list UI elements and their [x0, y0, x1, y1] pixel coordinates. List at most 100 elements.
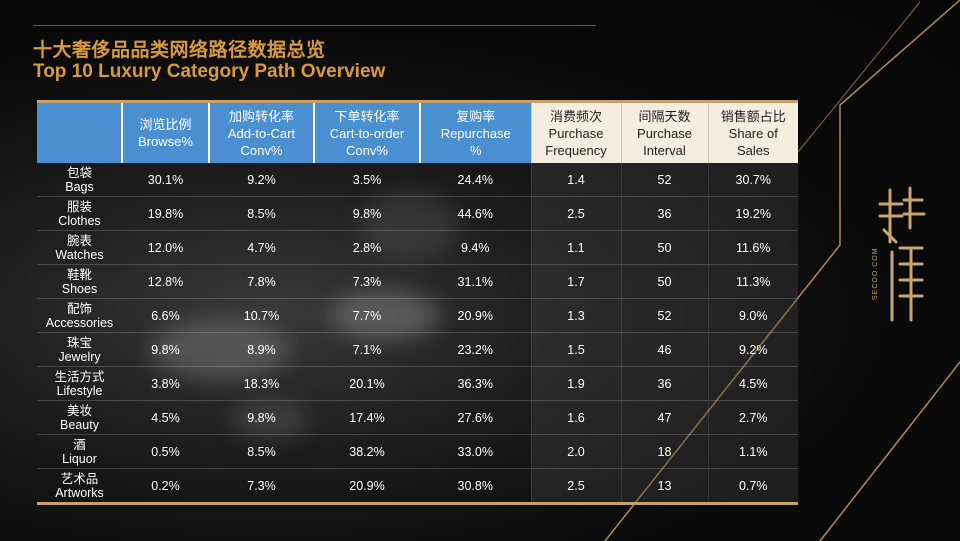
cell-cart-to-order: 38.2% — [314, 434, 420, 469]
header-frequency: 消费频次 Purchase Frequency — [530, 101, 621, 163]
cell-share: 30.7% — [707, 163, 798, 197]
table-row: 腕表 Watches 12.0% 4.7% 2.8% 9.4% 1.1 50 11.6% — [37, 230, 798, 265]
header-add-to-cart: 加购转化率 Add-to-Cart Conv% — [208, 101, 314, 163]
category-name-cn: 美妆 — [66, 403, 92, 418]
header-category — [37, 101, 122, 163]
table-row: 鞋靴 Shoes 12.8% 7.8% 7.3% 31.1% 1.7 50 11.3% — [37, 264, 798, 299]
cell-repurchase: 33.0% — [420, 434, 531, 469]
cell-interval: 50 — [620, 264, 708, 299]
category-name-en: Watches — [55, 247, 104, 262]
cell-category: 包袋 Bags — [37, 163, 122, 197]
table-row: 酒 Liquor 0.5% 8.5% 38.2% 33.0% 2.0 18 1.1% — [37, 434, 798, 469]
cell-category: 酒 Liquor — [37, 434, 122, 469]
cell-add-to-cart: 7.3% — [209, 468, 314, 505]
cell-interval: 13 — [620, 468, 708, 505]
table-row: 珠宝 Jewelry 9.8% 8.9% 7.1% 23.2% 1.5 46 9.2% — [37, 332, 798, 367]
cell-frequency: 1.3 — [530, 298, 621, 333]
cell-add-to-cart: 9.8% — [209, 400, 314, 435]
category-name-en: Artworks — [55, 485, 104, 500]
cell-cart-to-order: 7.7% — [314, 298, 420, 333]
cell-repurchase: 30.8% — [420, 468, 531, 505]
cell-share: 2.7% — [707, 400, 798, 435]
cell-add-to-cart: 8.5% — [209, 196, 314, 231]
cell-frequency: 1.5 — [530, 332, 621, 367]
cell-browse: 19.8% — [122, 196, 209, 231]
category-name-en: Clothes — [58, 213, 101, 228]
category-name-cn: 腕表 — [66, 233, 92, 248]
cell-frequency: 1.1 — [530, 230, 621, 265]
cell-share: 0.7% — [707, 468, 798, 505]
cell-category: 配饰 Accessories — [37, 298, 122, 333]
table-row: 服装 Clothes 19.8% 8.5% 9.8% 44.6% 2.5 36 19.2% — [37, 196, 798, 231]
cell-cart-to-order: 9.8% — [314, 196, 420, 231]
table-row: 包袋 Bags 30.1% 9.2% 3.5% 24.4% 1.4 52 30.7% — [37, 163, 798, 197]
cell-browse: 30.1% — [122, 163, 209, 197]
cell-browse: 3.8% — [122, 366, 209, 401]
cell-category: 腕表 Watches — [37, 230, 122, 265]
cell-share: 4.5% — [707, 366, 798, 401]
cell-share: 11.6% — [707, 230, 798, 265]
header-cart-to-order: 下单转化率 Cart-to-order Conv% — [313, 101, 420, 163]
category-name-cn: 艺术品 — [60, 471, 99, 486]
cell-cart-to-order: 20.1% — [314, 366, 420, 401]
page-title-en: Top 10 Luxury Category Path Overview — [33, 61, 386, 82]
page-title-cn: 十大奢侈品品类网络路径数据总览 — [33, 40, 326, 61]
table-row: 艺术品 Artworks 0.2% 7.3% 20.9% 30.8% 2.5 13 0.7% — [37, 468, 798, 505]
cell-cart-to-order: 7.1% — [314, 332, 420, 367]
header-interval: 间隔天数 Purchase Interval — [620, 101, 708, 163]
cell-frequency: 2.5 — [530, 196, 621, 231]
cell-interval: 46 — [620, 332, 708, 367]
table-row: 美妆 Beauty 4.5% 9.8% 17.4% 27.6% 1.6 47 2.7% — [37, 400, 798, 435]
cell-add-to-cart: 8.5% — [209, 434, 314, 469]
cell-browse: 9.8% — [122, 332, 209, 367]
cell-repurchase: 24.4% — [420, 163, 531, 197]
cell-cart-to-order: 20.9% — [314, 468, 420, 505]
cell-share: 1.1% — [707, 434, 798, 469]
cell-interval: 36 — [620, 196, 708, 231]
category-name-cn: 包袋 — [66, 165, 92, 180]
cell-add-to-cart: 7.8% — [209, 264, 314, 299]
category-name-cn: 服装 — [66, 199, 92, 214]
cell-add-to-cart: 18.3% — [209, 366, 314, 401]
cell-browse: 12.0% — [122, 230, 209, 265]
header-repurchase: 复购率 Repurchase% — [419, 101, 531, 163]
cell-add-to-cart: 8.9% — [209, 332, 314, 367]
cell-add-to-cart: 9.2% — [209, 163, 314, 197]
cell-repurchase: 20.9% — [420, 298, 531, 333]
cell-frequency: 2.5 — [530, 468, 621, 505]
cell-frequency: 1.7 — [530, 264, 621, 299]
cell-category: 服装 Clothes — [37, 196, 122, 231]
cell-interval: 18 — [620, 434, 708, 469]
category-name-cn: 生活方式 — [54, 369, 105, 384]
cell-cart-to-order: 7.3% — [314, 264, 420, 299]
cell-interval: 36 — [620, 366, 708, 401]
category-name-cn: 鞋靴 — [66, 267, 92, 282]
cell-category: 珠宝 Jewelry — [37, 332, 122, 367]
category-name-en: Shoes — [61, 281, 98, 296]
category-name-en: Liquor — [62, 451, 97, 466]
category-name-en: Accessories — [45, 315, 114, 330]
header-browse: 浏览比例 Browse% — [121, 101, 209, 163]
cell-frequency: 1.9 — [530, 366, 621, 401]
cell-share: 11.3% — [707, 264, 798, 299]
category-data-table: 浏览比例 Browse% 加购转化率 Add-to-Cart Conv% 下单转化率 C… — [37, 100, 798, 505]
cell-interval: 47 — [620, 400, 708, 435]
cell-browse: 0.2% — [122, 468, 209, 505]
cell-add-to-cart: 4.7% — [209, 230, 314, 265]
category-name-en: Jewelry — [58, 349, 101, 364]
category-name-cn: 珠宝 — [66, 335, 92, 350]
cell-interval: 52 — [620, 163, 708, 197]
cell-share: 9.0% — [707, 298, 798, 333]
table-row: 生活方式 Lifestyle 3.8% 18.3% 20.1% 36.3% 1.9 36 4.5… — [37, 366, 798, 401]
cell-frequency: 2.0 — [530, 434, 621, 469]
cell-repurchase: 31.1% — [420, 264, 531, 299]
cell-repurchase: 36.3% — [420, 366, 531, 401]
table-header-row: 浏览比例 Browse% 加购转化率 Add-to-Cart Conv% 下单转化率 C… — [37, 101, 798, 163]
cell-frequency: 1.4 — [530, 163, 621, 197]
header-divider — [33, 25, 596, 26]
cell-category: 生活方式 Lifestyle — [37, 366, 122, 401]
cell-cart-to-order: 3.5% — [314, 163, 420, 197]
category-name-cn: 配饰 — [66, 301, 92, 316]
cell-category: 鞋靴 Shoes — [37, 264, 122, 299]
cell-category: 艺术品 Artworks — [37, 468, 122, 505]
